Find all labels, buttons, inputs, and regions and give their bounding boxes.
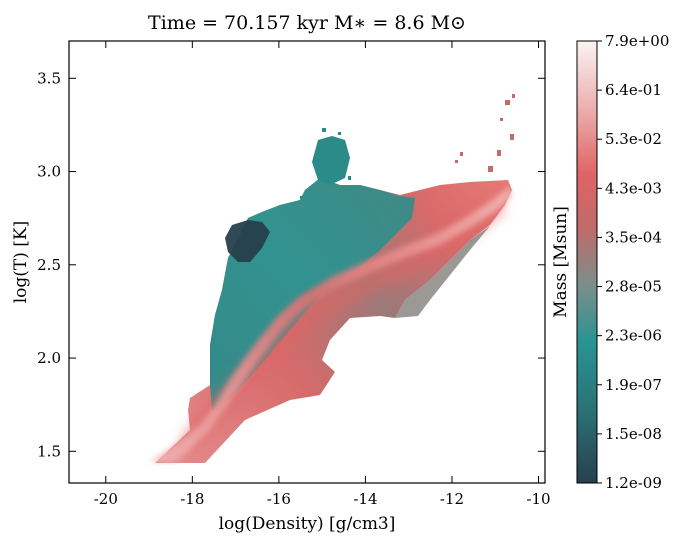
- y-tick-label: 2.5: [37, 256, 61, 274]
- heatmap-teal-plume: [312, 136, 350, 185]
- heatmap-dark-blob: [225, 220, 270, 262]
- colorbar-tick-label: 7.9e+00: [605, 32, 669, 50]
- x-tick-label: -10: [526, 490, 550, 508]
- x-tick-label: -18: [180, 490, 204, 508]
- heatmap-distribution: [150, 94, 515, 463]
- y-tick-label: 3.0: [37, 163, 61, 181]
- colorbar-tick-label: 2.3e-06: [605, 327, 662, 345]
- colorbar-ticks: 1.2e-09 1.5e-08 1.9e-07 2.3e-06 2.8e-05 3.5e-…: [597, 32, 669, 492]
- colorbar-tick-label: 1.9e-07: [605, 376, 662, 394]
- y-tick-label: 2.0: [37, 349, 61, 367]
- heatmap-ridge: [150, 186, 512, 462]
- colorbar-tick-label: 1.5e-08: [605, 425, 662, 443]
- chart-title: Time = 70.157 kyr M∗ = 8.6 M⊙: [148, 12, 466, 34]
- colorbar-tick-label: 2.8e-05: [605, 278, 662, 296]
- heatmap-red-band: [180, 198, 505, 452]
- colorbar-tick-label: 6.4e-01: [605, 81, 662, 99]
- x-tick-label: -14: [353, 490, 377, 508]
- x-tick-label: -20: [94, 490, 118, 508]
- y-tick-label: 3.5: [37, 69, 61, 87]
- colorbar-tick-label: 4.3e-03: [605, 179, 662, 197]
- y-tick-label: 1.5: [37, 442, 61, 460]
- colorbar-tick-label: 3.5e-04: [605, 228, 662, 246]
- colorbar: [576, 40, 598, 484]
- heatmap-specks: [455, 94, 515, 172]
- heatmap-teal-specks: [300, 128, 351, 199]
- colorbar-tick-label: 5.3e-02: [605, 130, 662, 148]
- x-axis: -20 -18 -16 -14 -12 -10: [94, 41, 551, 508]
- plot-frame: [68, 40, 546, 484]
- x-tick-label: -16: [267, 490, 291, 508]
- colorbar-tick-label: 1.2e-09: [605, 474, 662, 492]
- colorbar-label: Mass [Msun]: [551, 206, 571, 318]
- y-axis: 1.5 2.0 2.5 3.0 3.5: [37, 69, 545, 460]
- heatmap-grey-region: [395, 226, 490, 318]
- y-axis-label: log(T) [K]: [11, 221, 31, 304]
- x-axis-label: log(Density) [g/cm3]: [219, 514, 396, 534]
- x-tick-label: -12: [440, 490, 464, 508]
